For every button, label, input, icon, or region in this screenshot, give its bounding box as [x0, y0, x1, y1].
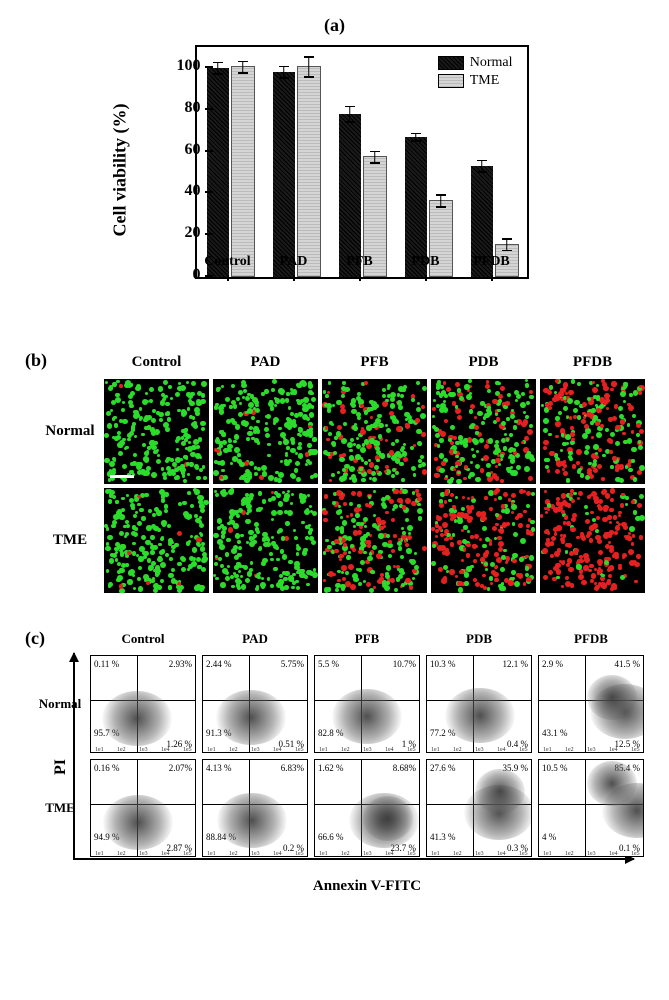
fc-col-pfb: PFB [355, 631, 380, 647]
fc-plot-normal-pfb: 5.5 %10.7%82.8 %1 %1e11e21e31e41e5 [314, 655, 420, 753]
pi-axis-arrow [73, 653, 75, 858]
fc-plot-tme-pdb: 27.6 %35.9 %41.3 %0.3 %1e11e21e31e41e5 [426, 759, 532, 857]
cell-image-normal-pfb [322, 379, 427, 484]
fc-col-pdb: PDB [466, 631, 492, 647]
y-tick-80: 80 [185, 99, 201, 117]
x-label-pfdb: PFDB [473, 254, 510, 270]
annexin-axis-arrow [73, 858, 634, 860]
fc-plot-tme-pfdb: 10.5 %85.4 %4 %0.1 %1e11e21e31e41e5 [538, 759, 644, 857]
col-header-pfb: PFB [360, 354, 388, 371]
legend: Normal TME [438, 55, 513, 91]
cell-image-tme-pdb [431, 488, 536, 593]
x-axis-annexin: Annexin V-FITC [85, 878, 649, 895]
bar-tme-control [231, 66, 255, 277]
y-tick-60: 60 [185, 141, 201, 159]
fc-row-tme: TME [45, 800, 75, 816]
chart-plot-area: Normal TME [195, 45, 529, 279]
bar-tme-pad [297, 66, 321, 277]
fc-col-control: Control [121, 631, 164, 647]
row-header-tme: TME [53, 532, 87, 549]
col-header-pfdb: PFDB [573, 354, 612, 371]
cell-image-tme-pad [213, 488, 318, 593]
panel-b-cell-images: (b) Control PAD PFB PDB PFDB Normal TME [20, 350, 649, 593]
panel-c-flow-cytometry: (c) PI ControlPADPFBPDBPFDBNormal0.11 %2… [35, 628, 649, 895]
cell-image-tme-pfb [322, 488, 427, 593]
x-label-pfb: PFB [346, 254, 372, 270]
x-label-pdb: PDB [412, 254, 440, 270]
cell-image-normal-control [104, 379, 209, 484]
cell-image-tme-pfdb [540, 488, 645, 593]
fc-plot-normal-pfdb: 2.9 %41.5 %43.1 %12.5 %1e11e21e31e41e5 [538, 655, 644, 753]
y-tick-0: 0 [193, 266, 201, 284]
y-tick-20: 20 [185, 224, 201, 242]
col-header-pdb: PDB [469, 354, 499, 371]
y-axis-label: Cell viability (%) [109, 104, 130, 237]
y-tick-100: 100 [177, 57, 201, 75]
fc-plot-normal-control: 0.11 %2.93%95.7 %1.26 %1e11e21e31e41e5 [90, 655, 196, 753]
cell-image-tme-control [104, 488, 209, 593]
bar-normal-pad [273, 72, 295, 277]
panel-a-label: (a) [324, 15, 345, 36]
col-header-control: Control [132, 354, 182, 371]
panel-a-bar-chart: (a) Cell viability (%) Normal TME 020406… [125, 20, 545, 320]
fc-plot-tme-pfb: 1.62 %8.68%66.6 %23.7 %1e11e21e31e41e5 [314, 759, 420, 857]
legend-tme: TME [470, 73, 500, 89]
y-tick-40: 40 [185, 182, 201, 200]
fc-col-pad: PAD [242, 631, 268, 647]
cell-image-normal-pad [213, 379, 318, 484]
fc-plot-normal-pdb: 10.3 %12.1 %77.2 %0.4 %1e11e21e31e41e5 [426, 655, 532, 753]
x-label-pad: PAD [280, 254, 308, 270]
fc-plot-tme-control: 0.16 %2.07%94.9 %2.87 %1e11e21e31e41e5 [90, 759, 196, 857]
fc-plot-normal-pad: 2.44 %5.75%91.3 %0.51 %1e11e21e31e41e5 [202, 655, 308, 753]
panel-b-label: (b) [25, 350, 47, 371]
cell-image-normal-pfdb [540, 379, 645, 484]
y-axis-pi: PI [52, 759, 70, 775]
x-label-control: Control [204, 254, 250, 270]
cell-image-normal-pdb [431, 379, 536, 484]
fc-plot-tme-pad: 4.13 %6.83%88.84 %0.2 %1e11e21e31e41e5 [202, 759, 308, 857]
fc-col-pfdb: PFDB [574, 631, 608, 647]
col-header-pad: PAD [251, 354, 281, 371]
bar-normal-control [207, 68, 229, 277]
bar-normal-pfb [339, 114, 361, 277]
legend-normal: Normal [470, 55, 513, 71]
row-header-normal: Normal [45, 423, 94, 440]
